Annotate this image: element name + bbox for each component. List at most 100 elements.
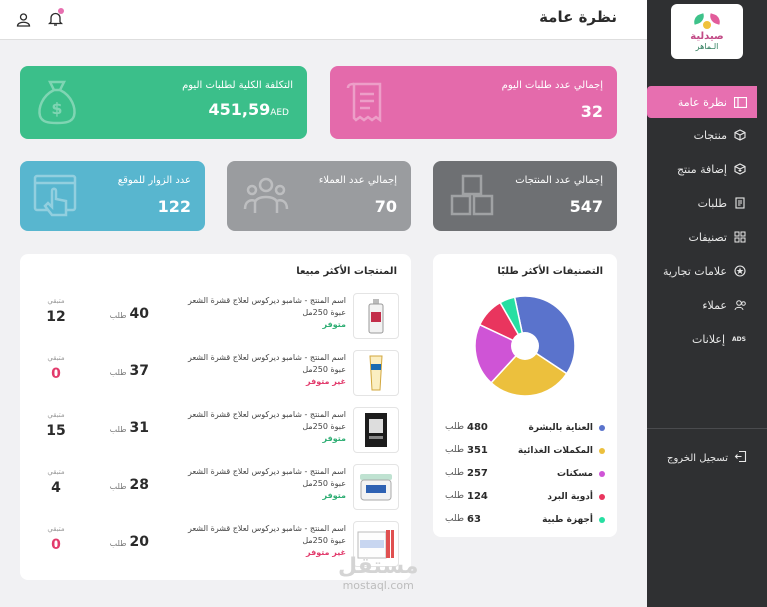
chart-legend: العناية بالبشرة 480 طلب المكملات الغذائي… bbox=[445, 416, 605, 531]
stat-value-wrap: 451,59AED bbox=[208, 100, 293, 119]
legend-label-wrap: أدوية البرد bbox=[547, 492, 605, 502]
legend-item: أدوية البرد 124 طلب bbox=[445, 485, 605, 508]
product-row[interactable]: اسم المنتج - شامبو ديركوس لعلاج قشرة الش… bbox=[32, 521, 399, 571]
panel-title: التصنيفات الأكثر طلبًا bbox=[497, 266, 603, 277]
orders-count: 20 bbox=[129, 534, 149, 550]
product-image[interactable] bbox=[353, 407, 399, 453]
legend-category: أجهزة طبية bbox=[542, 514, 593, 525]
product-row[interactable]: اسم المنتج - شامبو ديركوس لعلاج قشرة الش… bbox=[32, 464, 399, 514]
sidebar-item-label: طلبات bbox=[697, 196, 727, 210]
product-status: متوفر bbox=[322, 434, 346, 443]
product-size: عبوة 250مل bbox=[302, 536, 346, 545]
legend-color-dot bbox=[599, 470, 605, 477]
product-image[interactable] bbox=[353, 293, 399, 339]
sidebar-item-orders[interactable]: طلبات bbox=[647, 186, 767, 220]
sidebar-item-ads[interactable]: ADS إعلانات bbox=[647, 322, 767, 356]
product-info: اسم المنتج - شامبو ديركوس لعلاج قشرة الش… bbox=[186, 523, 346, 559]
grid-icon bbox=[733, 230, 747, 244]
legend-label-wrap: أجهزة طبية bbox=[542, 515, 605, 525]
legend-count: 63 bbox=[466, 514, 481, 525]
brand-icon bbox=[733, 264, 747, 278]
orders-unit: طلب bbox=[109, 425, 127, 434]
stat-label: التكلفة الكلية لطلبات اليوم bbox=[182, 80, 293, 91]
logout-label: تسجيل الخروج bbox=[666, 452, 728, 464]
product-image[interactable] bbox=[353, 350, 399, 396]
product-orders: 20 طلب bbox=[110, 534, 149, 550]
watermark-url: mostaql.com bbox=[342, 579, 414, 592]
sidebar-menu: نظرة عامة منتجات إضافة منتج طلبات تصنيفا… bbox=[647, 86, 767, 356]
stat-card-today-cost[interactable]: التكلفة الكلية لطلبات اليوم 451,59AED $ bbox=[20, 66, 307, 139]
header-actions bbox=[14, 8, 64, 28]
stat-card-customers[interactable]: إجمالي عدد العملاء 70 bbox=[227, 161, 411, 231]
boxes-icon bbox=[450, 174, 494, 216]
legend-value: 124 طلب bbox=[445, 491, 488, 502]
stat-card-products[interactable]: إجمالي عدد المنتجات 547 bbox=[433, 161, 617, 231]
sidebar-item-products[interactable]: منتجات bbox=[647, 118, 767, 152]
legend-unit: طلب bbox=[445, 468, 464, 478]
product-row[interactable]: اسم المنتج - شامبو ديركوس لعلاج قشرة الش… bbox=[32, 350, 399, 400]
stat-label: إجمالي عدد العملاء bbox=[318, 175, 397, 186]
legend-color-dot bbox=[599, 447, 605, 454]
pie-slice[interactable] bbox=[474, 323, 527, 384]
orders-count: 28 bbox=[129, 477, 149, 493]
stock-value: 0 bbox=[51, 366, 61, 382]
stock-value: 4 bbox=[51, 480, 61, 496]
pharmacy-logo[interactable]: صيدلية الـماهر bbox=[671, 4, 743, 59]
users-icon bbox=[733, 298, 747, 312]
product-size: عبوة 250مل bbox=[302, 308, 346, 317]
legend-unit: طلب bbox=[445, 514, 464, 524]
sidebar-item-customers[interactable]: عملاء bbox=[647, 288, 767, 322]
legend-count: 480 bbox=[466, 422, 488, 433]
stat-value: 451,59 bbox=[208, 100, 271, 119]
pie-slice[interactable] bbox=[490, 345, 568, 397]
product-status: متوفر bbox=[322, 320, 346, 329]
product-info: اسم المنتج - شامبو ديركوس لعلاج قشرة الش… bbox=[186, 352, 346, 388]
product-stock: متبقي 0 bbox=[38, 354, 74, 382]
legend-item: العناية بالبشرة 480 طلب bbox=[445, 416, 605, 439]
pie-center-hole bbox=[511, 332, 539, 360]
product-row[interactable]: اسم المنتج - شامبو ديركوس لعلاج قشرة الش… bbox=[32, 293, 399, 343]
sidebar-item-label: إضافة منتج bbox=[676, 162, 727, 176]
product-image[interactable] bbox=[353, 521, 399, 567]
logo-text-line2: الـماهر bbox=[695, 41, 719, 51]
legend-category: العناية بالبشرة bbox=[528, 422, 593, 433]
sidebar-item-brands[interactable]: علامات تجارية bbox=[647, 254, 767, 288]
sidebar-item-add-product[interactable]: إضافة منتج bbox=[647, 152, 767, 186]
add-box-icon bbox=[733, 162, 747, 176]
top-products-panel: المنتجات الأكثر مبيعا اسم المنتج - شامبو… bbox=[20, 254, 411, 580]
legend-unit: طلب bbox=[445, 445, 464, 455]
sidebar-item-label: نظرة عامة bbox=[677, 95, 727, 109]
product-status: متوفر bbox=[322, 491, 346, 500]
stock-value: 15 bbox=[46, 423, 66, 439]
logout-button[interactable]: تسجيل الخروج bbox=[667, 450, 747, 466]
legend-category: مسكنات bbox=[556, 468, 593, 479]
stock-label: متبقي bbox=[47, 525, 65, 533]
sidebar-item-categories[interactable]: تصنيفات bbox=[647, 220, 767, 254]
product-info: اسم المنتج - شامبو ديركوس لعلاج قشرة الش… bbox=[186, 409, 346, 445]
product-name: اسم المنتج - شامبو ديركوس لعلاج قشرة الش… bbox=[188, 467, 346, 476]
stat-label: إجمالي عدد طلبات اليوم bbox=[501, 80, 603, 91]
orders-count: 40 bbox=[129, 306, 149, 322]
product-row[interactable]: اسم المنتج - شامبو ديركوس لعلاج قشرة الش… bbox=[32, 407, 399, 457]
sidebar-item-overview[interactable]: نظرة عامة bbox=[647, 86, 757, 118]
orders-icon bbox=[733, 196, 747, 210]
notification-bell-icon[interactable] bbox=[46, 8, 64, 28]
orders-unit: طلب bbox=[109, 368, 127, 377]
stat-card-visitors[interactable]: عدد الزوار للموقع 122 bbox=[20, 161, 205, 231]
legend-color-dot bbox=[599, 424, 605, 431]
product-orders: 28 طلب bbox=[110, 477, 149, 493]
legend-label-wrap: العناية بالبشرة bbox=[529, 423, 605, 433]
product-image[interactable] bbox=[353, 464, 399, 510]
product-status: غير متوفر bbox=[306, 548, 346, 557]
product-size: عبوة 250مل bbox=[302, 365, 346, 374]
legend-item: أجهزة طبية 63 طلب bbox=[445, 508, 605, 531]
click-pointer-icon bbox=[33, 174, 77, 217]
legend-item: مسكنات 257 طلب bbox=[445, 462, 605, 485]
orders-count: 31 bbox=[129, 420, 149, 436]
legend-category: أدوية البرد bbox=[547, 491, 593, 502]
logo-text-line1: صيدلية bbox=[690, 30, 724, 42]
user-icon[interactable] bbox=[14, 10, 32, 28]
stat-card-today-orders[interactable]: إجمالي عدد طلبات اليوم 32 bbox=[330, 66, 617, 139]
sidebar: صيدلية الـماهر نظرة عامة منتجات إضافة من… bbox=[647, 0, 767, 607]
pie-slice[interactable] bbox=[513, 295, 576, 375]
